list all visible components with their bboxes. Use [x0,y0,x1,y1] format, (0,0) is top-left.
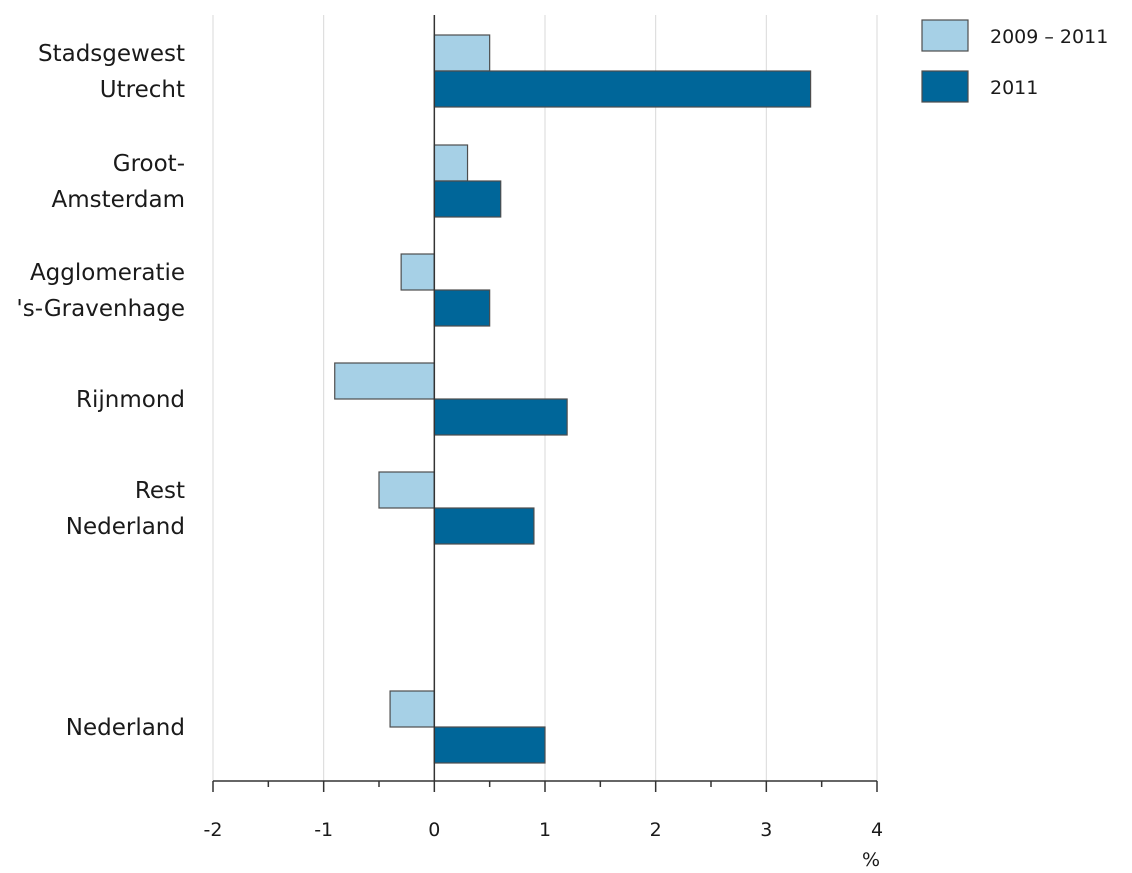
legend-swatch [921,19,969,52]
legend-swatch [921,70,969,103]
category-label: Groot- [113,151,185,177]
bar-series-1 [378,471,435,509]
axes [212,15,878,792]
category-label: Stadsgewest [38,41,185,67]
category-label: Nederland [66,715,185,741]
bar-series-1 [400,253,435,291]
legend-label: 2011 [990,77,1038,99]
bar-series-2 [433,70,812,108]
category-label: Amsterdam [52,187,185,213]
x-tick-label: 4 [871,819,883,841]
legend-label: 2009 – 2011 [990,26,1108,48]
category-label: 's-Gravenhage [16,296,185,322]
x-tick-label: 3 [760,819,772,841]
category-labels: Stadsgewest Utrecht Groot- Amsterdam Agglome… [16,41,185,741]
bar-series-2 [433,289,491,327]
tick-labels: -2 -1 0 1 2 3 4 [204,819,884,841]
category-label: Agglomeratie [30,260,185,286]
bar-series-1 [389,690,435,728]
bar-series-2 [433,726,546,764]
bar-series-1 [433,34,491,72]
bars [334,34,812,764]
bar-series-2 [433,507,535,545]
bar-series-1 [433,144,469,182]
bar-series-1 [334,362,435,400]
x-tick-label: -2 [204,819,223,841]
x-tick-label: 1 [539,819,551,841]
category-label: Rijnmond [76,387,185,413]
x-tick-label: 2 [650,819,662,841]
category-label: Nederland [66,514,185,540]
x-tick-label: -1 [314,819,333,841]
x-tick-label: 0 [428,819,440,841]
x-axis-unit-label: % [862,849,880,871]
category-label: Rest [135,478,185,504]
legend: 2009 – 2011 2011 [921,19,1108,103]
category-label: Utrecht [100,77,185,103]
gridlines [212,15,878,781]
bar-series-2 [433,398,568,436]
bar-series-2 [433,180,502,218]
